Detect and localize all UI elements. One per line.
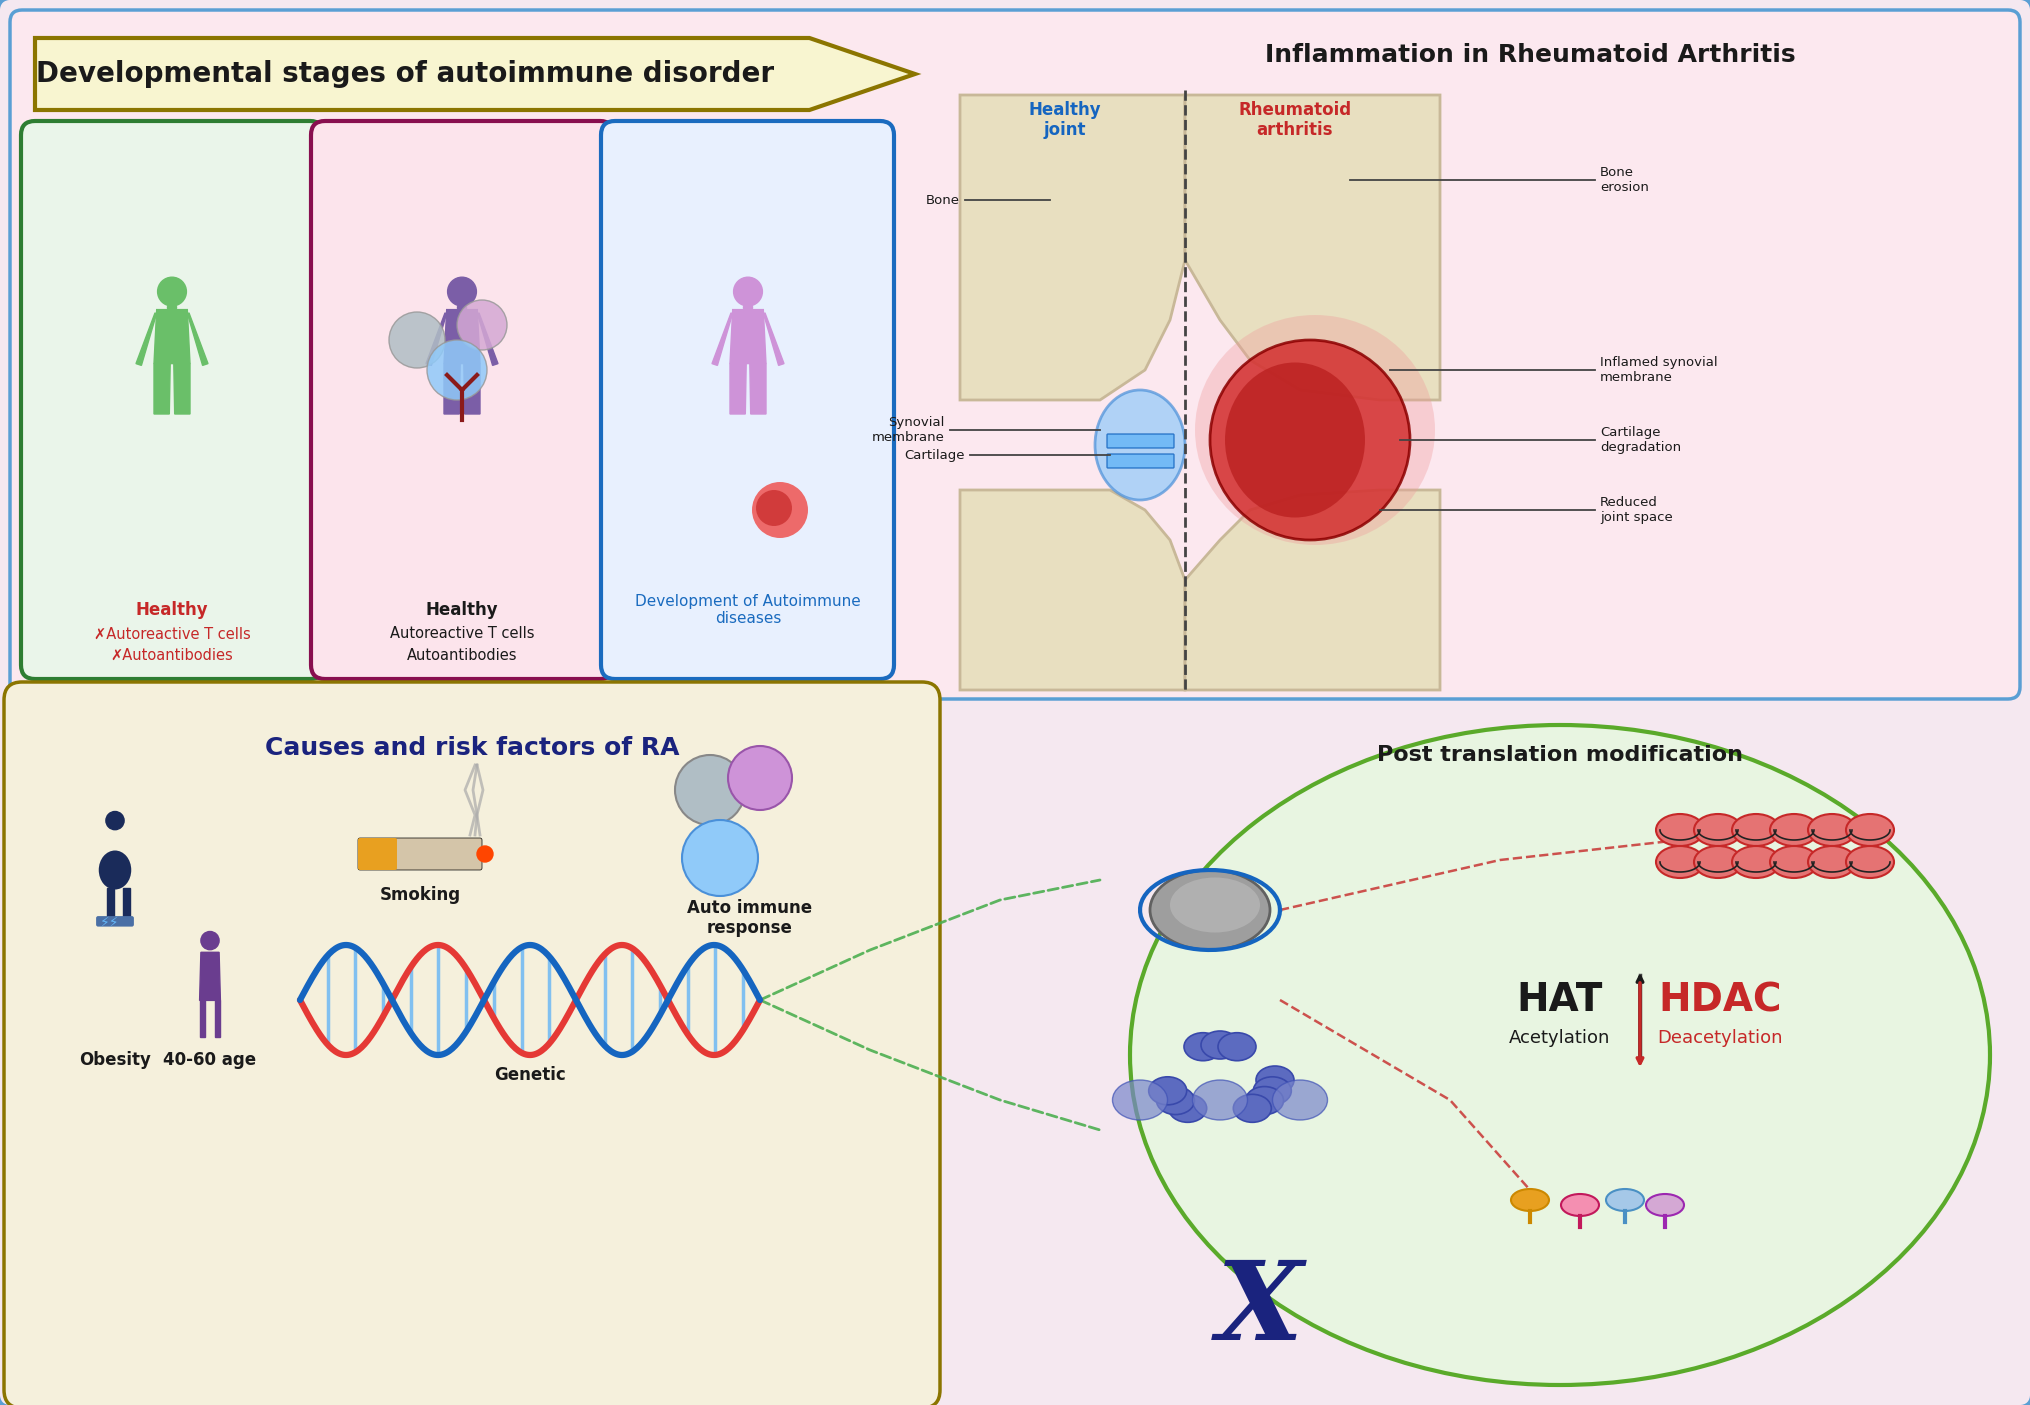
Ellipse shape xyxy=(1770,846,1819,878)
Polygon shape xyxy=(187,313,207,365)
Circle shape xyxy=(477,846,493,863)
Polygon shape xyxy=(731,309,765,364)
Ellipse shape xyxy=(1196,315,1435,545)
Polygon shape xyxy=(743,306,753,308)
Circle shape xyxy=(729,746,792,811)
FancyBboxPatch shape xyxy=(4,681,940,1405)
Polygon shape xyxy=(1186,96,1439,400)
Polygon shape xyxy=(154,309,191,364)
Ellipse shape xyxy=(1656,813,1703,846)
Text: ⚡⚡: ⚡⚡ xyxy=(99,916,120,930)
Ellipse shape xyxy=(1157,1086,1194,1114)
Ellipse shape xyxy=(1809,846,1855,878)
Ellipse shape xyxy=(1770,813,1819,846)
Polygon shape xyxy=(426,313,447,365)
Text: Bone
erosion: Bone erosion xyxy=(1600,166,1648,194)
Ellipse shape xyxy=(1183,1033,1222,1061)
Polygon shape xyxy=(1186,490,1439,690)
Text: Cartilage
degradation: Cartilage degradation xyxy=(1600,426,1681,454)
Ellipse shape xyxy=(1210,340,1411,540)
Text: Smoking: Smoking xyxy=(380,887,461,903)
Polygon shape xyxy=(477,313,497,365)
Text: HAT: HAT xyxy=(1516,981,1604,1019)
Text: Genetic: Genetic xyxy=(493,1066,566,1085)
Polygon shape xyxy=(108,888,114,917)
FancyBboxPatch shape xyxy=(311,121,613,679)
Ellipse shape xyxy=(1218,1033,1257,1061)
Ellipse shape xyxy=(1202,1031,1238,1059)
Text: Healthy: Healthy xyxy=(136,601,209,620)
Circle shape xyxy=(682,821,757,896)
Circle shape xyxy=(733,277,763,306)
Circle shape xyxy=(158,277,187,306)
Ellipse shape xyxy=(1693,813,1742,846)
FancyBboxPatch shape xyxy=(1106,454,1173,468)
Ellipse shape xyxy=(1192,1080,1248,1120)
Polygon shape xyxy=(175,364,191,414)
Polygon shape xyxy=(445,364,461,414)
Polygon shape xyxy=(35,38,916,110)
Ellipse shape xyxy=(1693,846,1742,878)
Polygon shape xyxy=(122,888,130,917)
Circle shape xyxy=(457,301,508,350)
Text: Autoantibodies: Autoantibodies xyxy=(406,648,518,663)
Ellipse shape xyxy=(1151,870,1271,950)
Circle shape xyxy=(201,932,219,950)
FancyBboxPatch shape xyxy=(1106,434,1173,448)
Ellipse shape xyxy=(1169,878,1261,933)
Polygon shape xyxy=(199,1000,205,1037)
Polygon shape xyxy=(749,364,765,414)
Polygon shape xyxy=(463,364,479,414)
Text: 40-60 age: 40-60 age xyxy=(164,1051,256,1069)
Ellipse shape xyxy=(1510,1189,1549,1211)
Text: Autoreactive T cells: Autoreactive T cells xyxy=(390,627,534,642)
Text: Inflammation in Rheumatoid Arthritis: Inflammation in Rheumatoid Arthritis xyxy=(1265,44,1795,67)
Text: Causes and risk factors of RA: Causes and risk factors of RA xyxy=(264,736,680,760)
Text: Obesity: Obesity xyxy=(79,1051,150,1069)
Ellipse shape xyxy=(1845,813,1894,846)
Ellipse shape xyxy=(1224,362,1364,517)
Text: Inflamed synovial
membrane: Inflamed synovial membrane xyxy=(1600,355,1717,384)
FancyBboxPatch shape xyxy=(20,121,325,679)
Ellipse shape xyxy=(1732,846,1780,878)
Text: ✗Autoreactive T cells: ✗Autoreactive T cells xyxy=(93,627,250,642)
Ellipse shape xyxy=(1149,1076,1188,1104)
FancyBboxPatch shape xyxy=(95,916,134,927)
Ellipse shape xyxy=(1131,725,1989,1385)
Ellipse shape xyxy=(1112,1080,1167,1120)
Polygon shape xyxy=(199,953,221,1000)
Ellipse shape xyxy=(1234,1094,1271,1123)
Circle shape xyxy=(106,812,124,830)
Text: Development of Autoimmune
diseases: Development of Autoimmune diseases xyxy=(635,594,861,627)
FancyBboxPatch shape xyxy=(357,837,481,870)
Polygon shape xyxy=(960,490,1186,690)
Polygon shape xyxy=(713,313,733,365)
Polygon shape xyxy=(457,306,467,308)
Polygon shape xyxy=(960,96,1186,400)
FancyBboxPatch shape xyxy=(10,10,2020,700)
Ellipse shape xyxy=(1606,1189,1644,1211)
FancyBboxPatch shape xyxy=(601,121,893,679)
Circle shape xyxy=(755,490,792,525)
Text: Healthy
joint: Healthy joint xyxy=(1029,101,1102,139)
Polygon shape xyxy=(763,313,784,365)
Polygon shape xyxy=(136,313,156,365)
Polygon shape xyxy=(168,306,177,308)
Ellipse shape xyxy=(1809,813,1855,846)
Ellipse shape xyxy=(1273,1080,1328,1120)
Circle shape xyxy=(390,312,445,368)
Ellipse shape xyxy=(1732,813,1780,846)
Ellipse shape xyxy=(1246,1086,1283,1114)
Text: HDAC: HDAC xyxy=(1659,981,1782,1019)
Ellipse shape xyxy=(1845,846,1894,878)
Text: Cartilage: Cartilage xyxy=(905,448,964,461)
Text: ✗Autoantibodies: ✗Autoantibodies xyxy=(110,648,233,663)
Polygon shape xyxy=(731,364,747,414)
Polygon shape xyxy=(445,309,479,364)
Ellipse shape xyxy=(1646,1194,1685,1215)
Text: Rheumatoid
arthritis: Rheumatoid arthritis xyxy=(1238,101,1352,139)
Ellipse shape xyxy=(1094,391,1186,500)
Circle shape xyxy=(751,482,808,538)
Ellipse shape xyxy=(1656,846,1703,878)
